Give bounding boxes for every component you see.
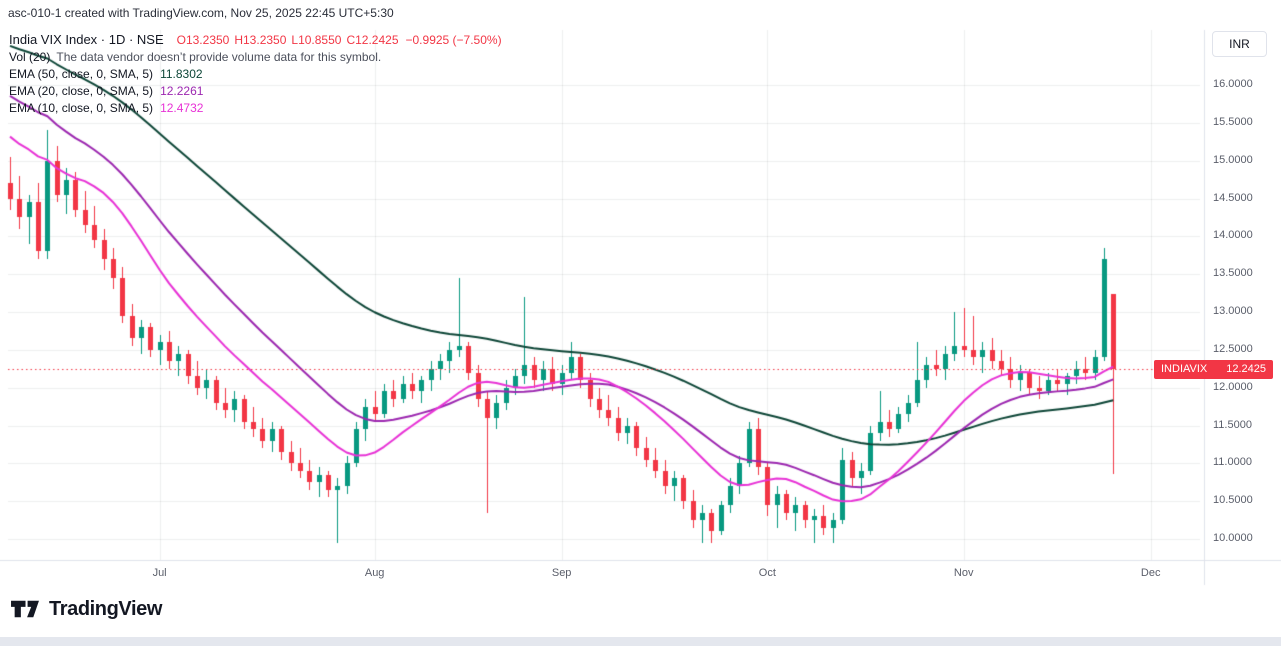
tradingview-logo[interactable]: TradingView: [10, 596, 162, 622]
time-tick-label: Sep: [551, 567, 572, 579]
symbol-title[interactable]: India VIX Index · 1D · NSE: [9, 32, 164, 47]
ema10-label[interactable]: EMA (10, close, 0, SMA, 5): [9, 101, 154, 115]
price-tick-label: 13.5000: [1213, 267, 1253, 280]
bottom-bar: [0, 637, 1281, 646]
time-tick-label: Oct: [758, 567, 776, 579]
price-tick-label: 15.0000: [1213, 153, 1253, 166]
ema20-legend-row: EMA (20, close, 0, SMA, 5) 12.2261: [9, 84, 502, 98]
time-tick-label: Aug: [364, 567, 385, 579]
tradingview-wordmark: TradingView: [49, 597, 163, 620]
price-tick-label: 14.0000: [1213, 229, 1253, 242]
price-tick-label: 12.5000: [1213, 342, 1253, 355]
ema10-legend-row: EMA (10, close, 0, SMA, 5) 12.4732: [9, 101, 502, 115]
volume-legend-row: Vol (20) The data vendor doesn’t provide…: [9, 50, 502, 64]
snapshot-caption: asc-010-1 created with TradingView.com, …: [8, 6, 394, 20]
ema50-label[interactable]: EMA (50, close, 0, SMA, 5): [9, 67, 154, 81]
low-value: L10.8550: [291, 33, 342, 47]
last-price-tag: INDIAVIX 12.2425: [1154, 359, 1273, 379]
currency-label: INR: [1229, 37, 1250, 51]
price-tick-label: 14.5000: [1213, 191, 1253, 204]
time-axis[interactable]: Jul Aug Sep Oct Nov Dec: [0, 560, 1281, 586]
ema50-legend-row: EMA (50, close, 0, SMA, 5) 11.8302: [9, 67, 502, 81]
currency-button[interactable]: INR: [1212, 31, 1267, 57]
tag-symbol: INDIAVIX: [1161, 363, 1208, 376]
ema10-value: 12.4732: [160, 101, 204, 115]
price-tick-label: 13.0000: [1213, 305, 1253, 317]
ema20-value: 12.2261: [160, 84, 204, 98]
price-tick-label: 12.0000: [1213, 380, 1253, 393]
volume-data-message: The data vendor doesn’t provide volume d…: [56, 50, 382, 64]
price-tick-label: 10.0000: [1213, 532, 1253, 544]
time-tick-label: Nov: [953, 567, 974, 579]
ema50-value: 11.8302: [160, 67, 203, 81]
price-tick-label: 16.0000: [1213, 78, 1253, 90]
open-value: O13.2350: [176, 33, 230, 47]
time-tick-label: Jul: [152, 567, 167, 579]
symbol-legend-row: India VIX Index · 1D · NSE O13.2350 H13.…: [9, 32, 502, 48]
price-axis[interactable]: 16.0000 15.5000 15.0000 14.5000 14.0000 13.50…: [1205, 0, 1281, 646]
ema20-label[interactable]: EMA (20, close, 0, SMA, 5): [9, 84, 154, 98]
price-tick-label: 11.0000: [1213, 456, 1252, 469]
high-value: H13.2350: [234, 33, 287, 47]
time-tick-label: Dec: [1140, 567, 1161, 579]
volume-indicator-label[interactable]: Vol (20): [9, 50, 51, 64]
tradingview-logo-icon: [11, 600, 39, 618]
legend: India VIX Index · 1D · NSE O13.2350 H13.…: [9, 33, 502, 118]
change-value: −0.9925 (−7.50%): [405, 33, 502, 47]
price-tick-label: 15.5000: [1213, 115, 1253, 128]
close-value: C12.2425: [346, 33, 399, 47]
tag-price: 12.2425: [1226, 363, 1266, 376]
price-tick-label: 11.5000: [1213, 418, 1252, 431]
price-tick-label: 10.5000: [1213, 494, 1253, 507]
